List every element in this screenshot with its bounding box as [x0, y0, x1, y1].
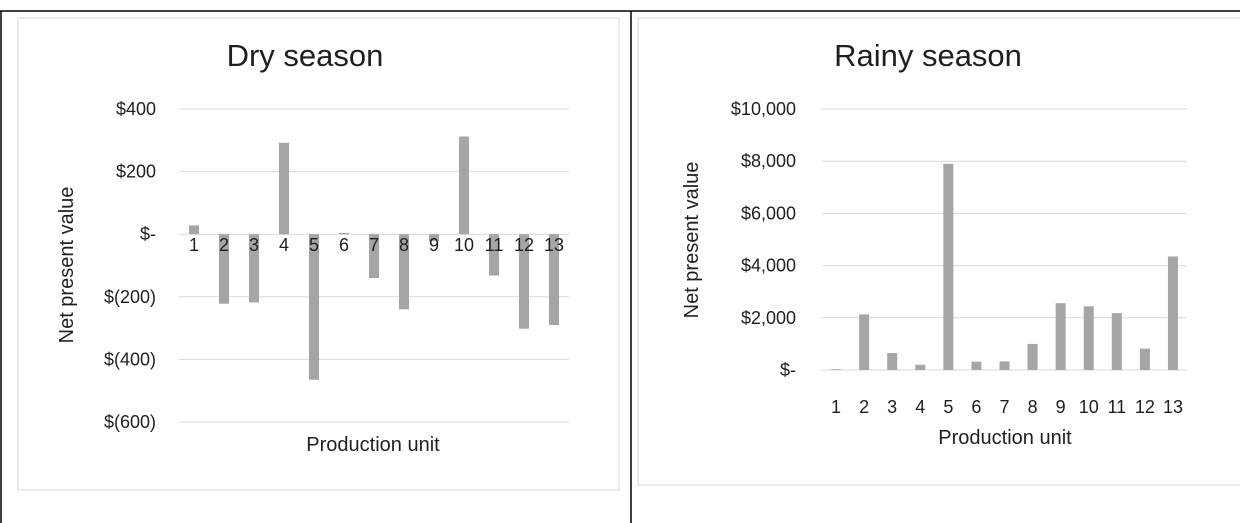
category-label: 11: [485, 235, 504, 255]
bar: [249, 234, 259, 303]
category-label: 2: [219, 235, 229, 255]
bar: [1111, 313, 1122, 370]
category-label: 10: [1079, 397, 1099, 417]
bar: [519, 234, 529, 329]
bars: [189, 136, 559, 380]
category-label: 8: [399, 235, 409, 255]
category-label: 1: [831, 397, 841, 417]
category-label: 13: [1163, 397, 1183, 417]
y-tick-label: $(600): [104, 412, 156, 432]
bar: [887, 353, 898, 370]
category-label: 2: [859, 397, 869, 417]
bar: [1167, 256, 1178, 370]
bar: [459, 136, 469, 235]
y-tick-label: $-: [780, 360, 796, 380]
y-tick-label: $4,000: [741, 256, 796, 276]
category-label: 9: [1056, 397, 1066, 417]
category-label: 10: [454, 235, 474, 255]
rainy-season-chart-frame: [637, 17, 1240, 486]
y-tick-label: $-: [140, 224, 156, 244]
y-axis-title: Net present value: [56, 187, 78, 344]
category-label: 5: [943, 397, 953, 417]
category-label: 7: [999, 397, 1009, 417]
bar: [399, 234, 409, 310]
bars: [831, 163, 1178, 371]
category-label: 5: [309, 235, 319, 255]
y-axis-title: Net present value: [681, 162, 703, 319]
y-tick-label: $6,000: [741, 203, 796, 223]
bar: [189, 225, 199, 235]
category-label: 12: [1135, 397, 1155, 417]
category-label: 7: [369, 235, 379, 255]
category-label: 6: [339, 235, 349, 255]
bar: [219, 234, 229, 304]
category-label: 6: [971, 397, 981, 417]
chart-title: Rainy season: [834, 38, 1022, 73]
category-labels: 1 2 3 4 5 6 7 8 9 10 11 12 13: [831, 397, 1183, 417]
rainy-season-chart: Rainy season $10,000 $8,000 $6,000 $4,000 $2…: [681, 38, 1187, 449]
y-tick-label: $8,000: [741, 151, 796, 171]
y-tick-label: $(200): [104, 287, 156, 307]
chart-title: Dry season: [227, 38, 384, 73]
category-label: 8: [1028, 397, 1038, 417]
category-label: 3: [249, 235, 259, 255]
bar: [1055, 303, 1066, 370]
bar: [999, 361, 1010, 370]
bar: [1083, 306, 1094, 370]
y-tick-label: $2,000: [741, 308, 796, 328]
bar: [309, 234, 319, 380]
y-tick-labels: $400 $200 $- $(200) $(400) $(600): [104, 99, 156, 432]
x-axis-title: Production unit: [938, 427, 1072, 449]
y-tick-label: $400: [116, 99, 156, 119]
bar: [549, 234, 559, 325]
y-tick-label: $(400): [104, 349, 156, 369]
bar: [859, 314, 870, 370]
category-labels: 1 2 3 4 5 6 7 8 9 10 11 12 13: [189, 235, 564, 255]
category-label: 12: [514, 235, 534, 255]
bar: [339, 232, 349, 235]
bar: [943, 163, 954, 370]
category-label: 9: [429, 235, 439, 255]
bar: [915, 364, 926, 370]
category-label: 1: [189, 235, 199, 255]
bar: [1139, 348, 1150, 370]
bar: [971, 361, 982, 370]
bar: [831, 369, 842, 371]
category-label: 4: [279, 235, 289, 255]
gridlines: [179, 108, 569, 423]
category-label: 11: [1107, 397, 1126, 417]
y-tick-labels: $10,000 $8,000 $6,000 $4,000 $2,000 $-: [731, 99, 796, 380]
bar: [429, 234, 439, 242]
x-axis-title: Production unit: [306, 434, 440, 456]
bar: [369, 234, 379, 279]
y-tick-label: $10,000: [731, 99, 796, 119]
y-tick-label: $200: [116, 162, 156, 182]
bar: [489, 234, 499, 276]
dry-season-chart: Dry season $400$200$-$(200)$(400)$(600) …: [56, 38, 569, 456]
category-label: 3: [887, 397, 897, 417]
bar: [1027, 343, 1038, 370]
category-label: 13: [544, 235, 564, 255]
category-label: 4: [915, 397, 925, 417]
bar: [279, 142, 289, 235]
